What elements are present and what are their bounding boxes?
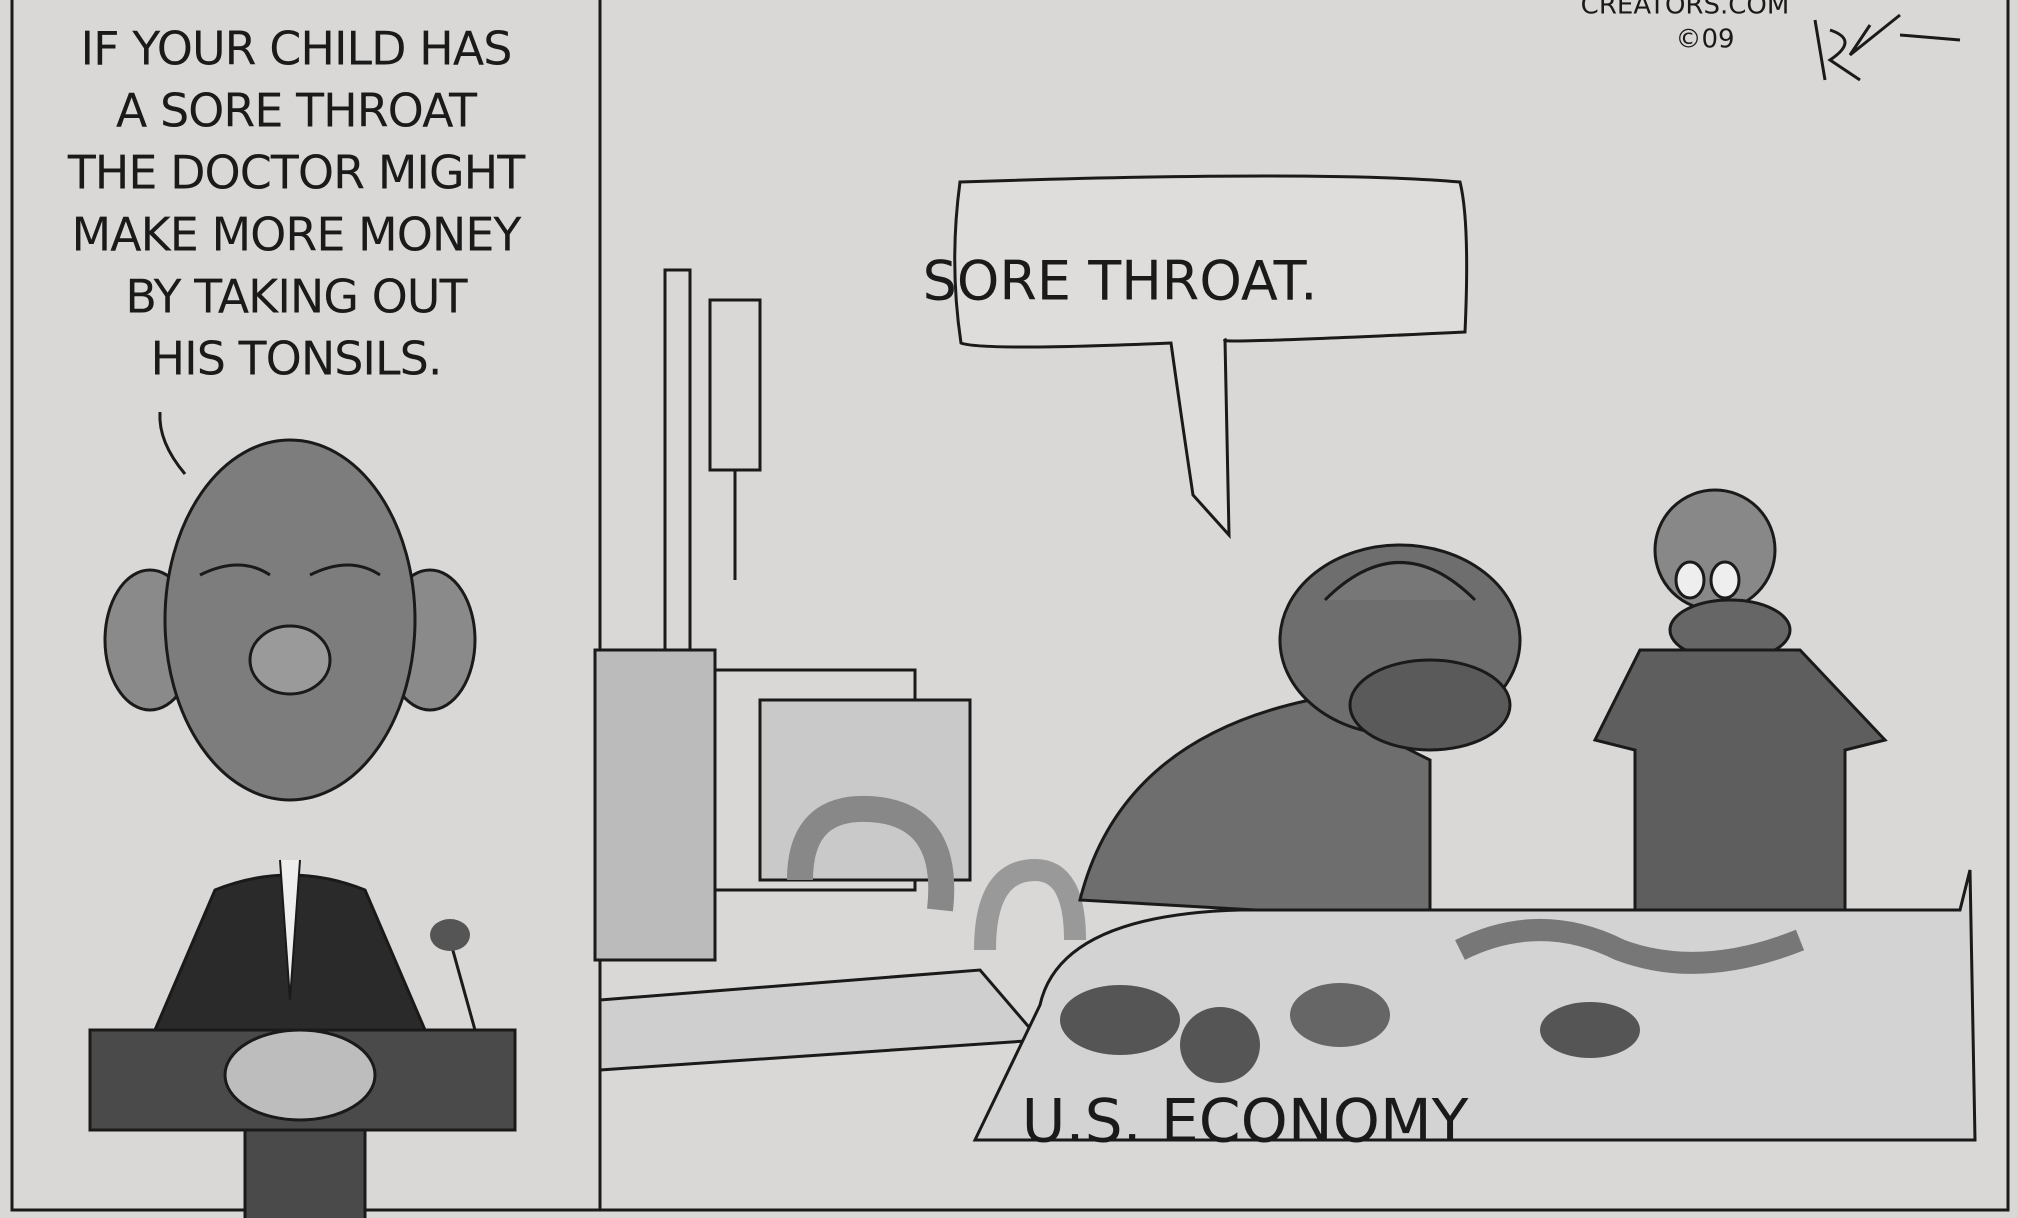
caption-line: MAKE MORE MONEY bbox=[71, 208, 522, 262]
year: ©09 bbox=[1675, 25, 1734, 55]
caption-line: IF YOUR CHILD HAS bbox=[81, 22, 512, 76]
cartoon: IF YOUR CHILD HAS A SORE THROAT THE DOCTOR… bbox=[0, 0, 2017, 1218]
caption-line: THE DOCTOR MIGHT bbox=[67, 146, 527, 200]
credit: CREATORS.COM bbox=[1581, 0, 1790, 21]
caption-line: BY TAKING OUT bbox=[125, 270, 468, 324]
caption-line: HIS TONSILS. bbox=[151, 332, 442, 386]
speech-text: SORE THROAT. bbox=[923, 250, 1318, 313]
caption-line: A SORE THROAT bbox=[116, 84, 478, 138]
label: U.S. ECONOMY bbox=[1022, 1087, 1469, 1157]
